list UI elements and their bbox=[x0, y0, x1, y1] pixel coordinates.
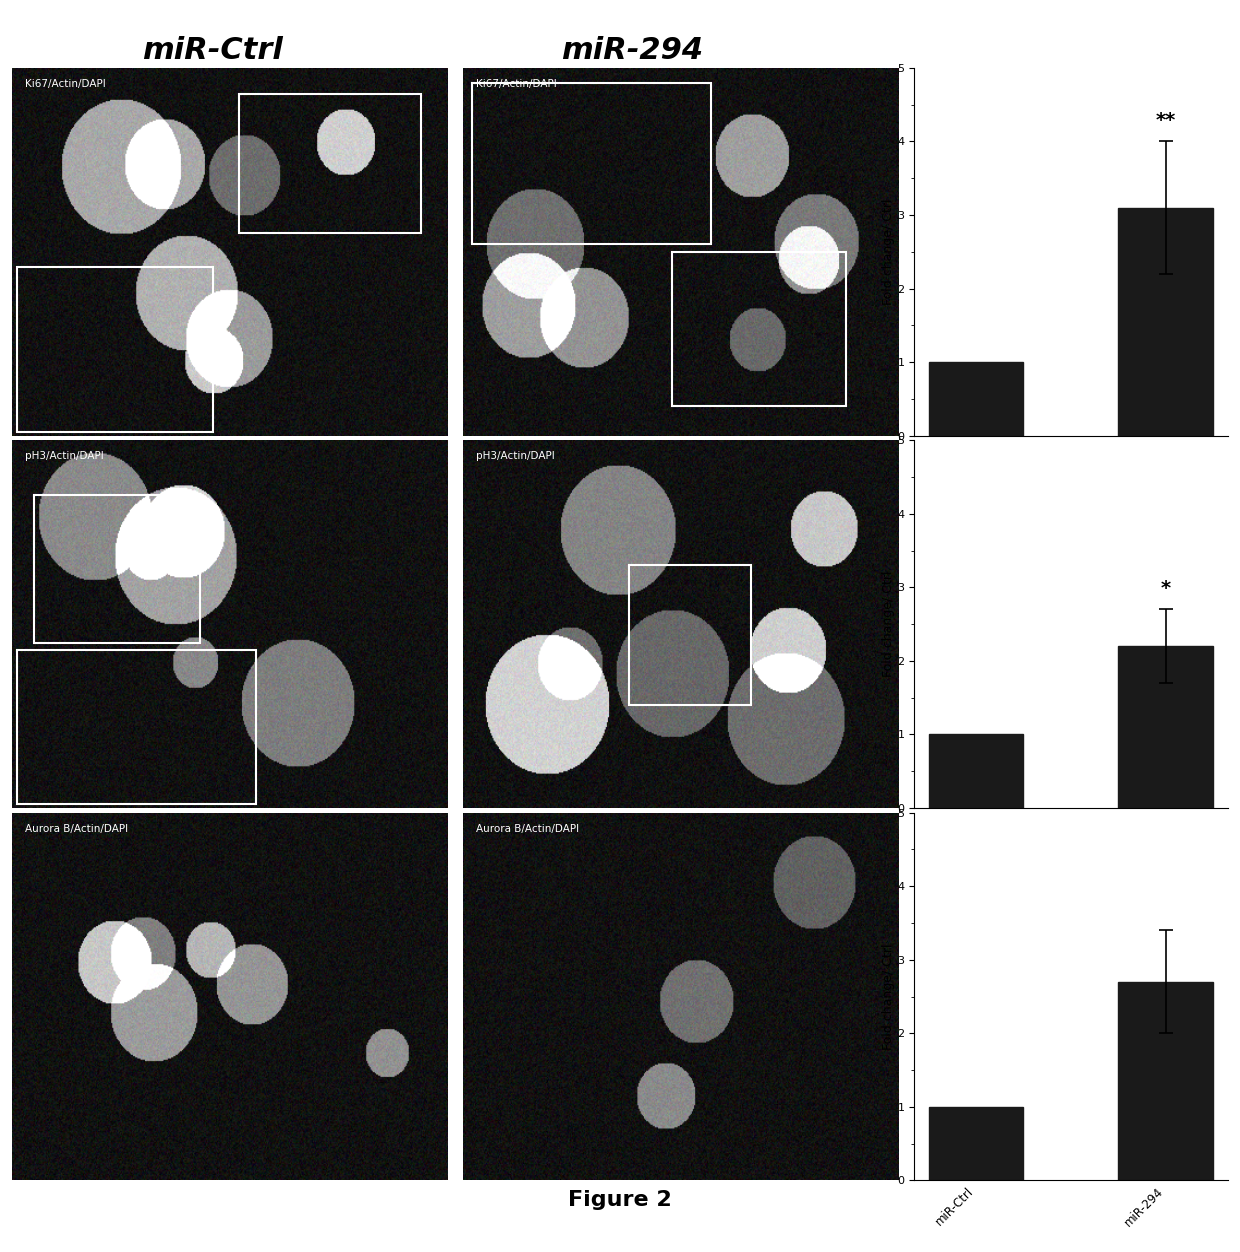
Bar bbox=[1118, 646, 1214, 808]
Bar bbox=[17, 267, 212, 432]
Text: Aurora B/Actin/DAPI: Aurora B/Actin/DAPI bbox=[26, 824, 129, 834]
Bar bbox=[238, 94, 422, 233]
Text: *: * bbox=[1161, 580, 1171, 598]
Bar bbox=[472, 83, 712, 244]
Bar bbox=[1118, 208, 1214, 436]
Text: miR-Ctrl: miR-Ctrl bbox=[143, 36, 284, 65]
Text: Ki67/Actin/DAPI: Ki67/Actin/DAPI bbox=[476, 79, 557, 89]
Text: miR-294: miR-294 bbox=[560, 36, 703, 65]
Bar bbox=[629, 566, 750, 705]
Y-axis label: Fold change/ Ctrl: Fold change/ Ctrl bbox=[882, 943, 894, 1049]
Y-axis label: Fold change/ Ctrl: Fold change/ Ctrl bbox=[882, 571, 894, 677]
Bar bbox=[17, 650, 257, 804]
Bar bbox=[929, 735, 1023, 808]
Bar bbox=[929, 1107, 1023, 1181]
Bar bbox=[35, 496, 200, 642]
Y-axis label: Fold change/ Ctrl: Fold change/ Ctrl bbox=[882, 199, 894, 305]
Text: pH3/Actin/DAPI: pH3/Actin/DAPI bbox=[476, 451, 556, 461]
Bar bbox=[1118, 982, 1214, 1181]
Text: pH3/Actin/DAPI: pH3/Actin/DAPI bbox=[26, 451, 104, 461]
Text: **: ** bbox=[1156, 111, 1176, 130]
Bar bbox=[672, 252, 846, 406]
Text: Aurora B/Actin/DAPI: Aurora B/Actin/DAPI bbox=[476, 824, 579, 834]
Text: Figure 2: Figure 2 bbox=[568, 1189, 672, 1209]
Bar bbox=[929, 362, 1023, 436]
Text: Ki67/Actin/DAPI: Ki67/Actin/DAPI bbox=[26, 79, 107, 89]
